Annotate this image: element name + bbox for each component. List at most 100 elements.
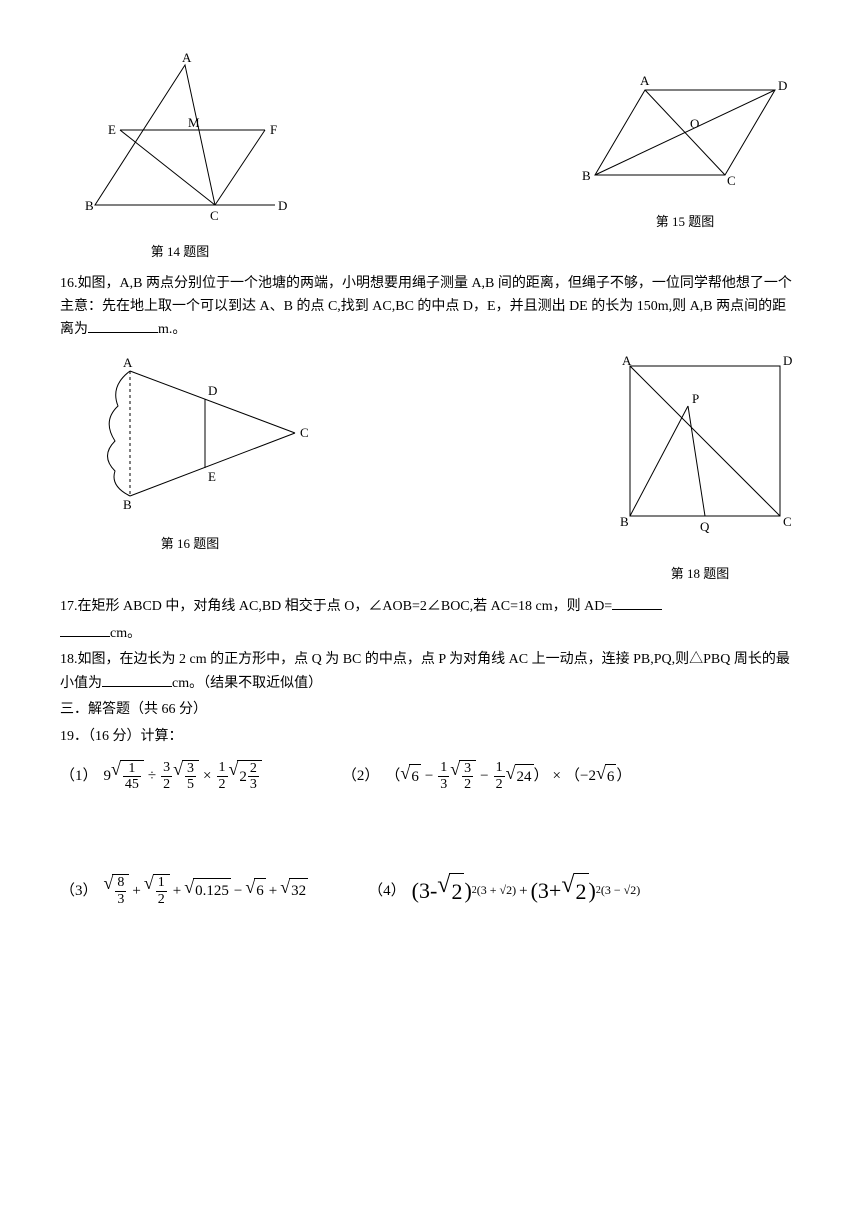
sm3m: (3 − √2) [601,881,640,900]
svg-text:B: B [123,497,132,512]
svg-text:F: F [270,122,277,137]
q16-text: 16.如图，A,B 两点分别位于一个池塘的两端，小明想要用绳子测量 A,B 间的… [60,273,800,341]
expr1-9: 9 [104,764,112,788]
svg-text:M: M [188,115,200,130]
svg-text:D: D [778,78,787,93]
frac-1-2a: 12 [217,760,228,792]
op-minus1: − [425,764,433,788]
expr-row-1: （1） 9 √145 ÷ 32 √35 × 12 √223 （2） （ √6 −… [60,760,800,793]
fig15-svg: A D B C O [570,70,800,200]
q19-title: 19．（16 分）计算： [60,726,800,748]
frac-3-2a: 32 [161,760,172,792]
svg-text:B: B [582,168,591,183]
figures-14-15-row: A B C D E F M 第 14 题图 A D B C O [60,50,800,263]
svg-text:D: D [783,353,792,368]
op-plus4: + [519,879,527,903]
q17-blank2 [60,622,110,637]
bigminus: - [430,873,437,908]
sqrt-1-45: √145 [111,760,144,793]
bigsqrt2b: √2 [561,873,588,909]
bigplus: + [549,873,561,908]
q17-text-cont: cm。 [60,622,800,645]
expr-row-2: （3） √83 + √12 + √0.125 − √6 + √32 （4） ( … [60,873,800,909]
figure-18: A D B C P Q 第 18 题图 [600,351,800,584]
expr4-label: （4） [368,879,406,903]
op-plus3: + [269,879,277,903]
q17-blank1 [612,595,662,610]
svg-text:A: A [182,50,192,65]
fig14-caption: 第 14 题图 [60,242,300,263]
sqrt6c: √6 [245,878,265,903]
big3b: 3 [538,873,549,908]
big3a: 3 [419,873,430,908]
svg-text:C: C [783,514,792,529]
lp2: （ [385,764,400,788]
expr-2: （2） （ √6 − 13 √32 − 12 √24 ） × （ −2 √6 ） [342,760,632,793]
svg-text:Q: Q [700,519,710,534]
op-div: ÷ [148,764,156,788]
sqrt24: √24 [506,764,534,789]
svg-text:C: C [300,425,309,440]
expr2-label: （2） [342,764,380,788]
q18-blank [102,672,172,687]
svg-text:D: D [278,198,287,213]
svg-text:P: P [692,391,699,406]
sqrt-3-5: √35 [173,760,199,793]
q18-unit: cm。（结果不取近似值） [172,676,322,691]
bigsqrt2a: √2 [437,873,464,909]
sqrt6b: √6 [596,764,616,789]
big-rp1: ) [464,873,471,908]
q17-body: 17.在矩形 ABCD 中，对角线 AC,BD 相交于点 O，∠AOB=2∠BO… [60,599,612,614]
q18-text: 18.如图，在边长为 2 cm 的正方形中，点 Q 为 BC 的中点，点 P 为… [60,649,800,695]
expr-4: （4） ( 3 - √2 )2 (3 + √2) + ( 3 + √2 )2 (… [368,873,640,909]
fig14-svg: A B C D E F M [60,50,300,230]
svg-text:O: O [690,116,699,131]
q17-text: 17.在矩形 ABCD 中，对角线 AC,BD 相交于点 O，∠AOB=2∠BO… [60,595,800,618]
svg-text:A: A [123,355,133,370]
svg-text:C: C [727,173,736,188]
op-minus2: − [480,764,488,788]
fig16-svg: A B C D E [60,351,320,521]
op-plus2: + [173,879,181,903]
figure-16: A B C D E 第 16 题图 [60,351,320,584]
sm3p: (3 + √2) [477,881,516,900]
svg-text:E: E [108,122,116,137]
svg-text:B: B [85,198,94,213]
fig16-caption: 第 16 题图 [60,534,320,555]
rp2b: ） [616,764,631,788]
expr1-label: （1） [60,764,98,788]
fig15-caption: 第 15 题图 [570,212,800,233]
q16-unit: m.。 [158,322,186,337]
op-minus3: − [234,879,242,903]
sqrt-8-3: √83 [104,874,130,907]
sqrt-2-2-3: √223 [229,760,262,793]
svg-text:D: D [208,383,217,398]
op-plus1: + [132,879,140,903]
svg-text:A: A [622,353,632,368]
lp2b: （ [565,764,580,788]
rp2: ） [534,764,549,788]
svg-text:B: B [620,514,629,529]
section-3-title: 三．解答题（共 66 分） [60,699,800,721]
q17-unit: cm。 [110,626,141,641]
expr3-label: （3） [60,879,98,903]
m2: −2 [580,764,596,788]
figure-14: A B C D E F M 第 14 题图 [60,50,300,263]
sqrt-1-2c: √12 [144,874,170,907]
op-mul2: × [553,764,561,788]
svg-text:A: A [640,73,650,88]
fig18-svg: A D B C P Q [600,351,800,551]
svg-text:C: C [210,208,219,223]
svg-text:E: E [208,469,216,484]
sqrt-3-2b: √32 [450,760,476,793]
expr-3: （3） √83 + √12 + √0.125 − √6 + √32 [60,873,308,909]
op-mul: × [203,764,211,788]
big-lp2: ( [531,873,538,908]
fig18-caption: 第 18 题图 [600,564,800,585]
sqrt32: √32 [280,878,308,903]
big-rp2: ) [589,873,596,908]
sqrt0125: √0.125 [184,878,231,903]
frac-1-3: 13 [438,760,449,792]
expr-1: （1） 9 √145 ÷ 32 √35 × 12 √223 [60,760,262,793]
q16-blank [88,318,158,333]
